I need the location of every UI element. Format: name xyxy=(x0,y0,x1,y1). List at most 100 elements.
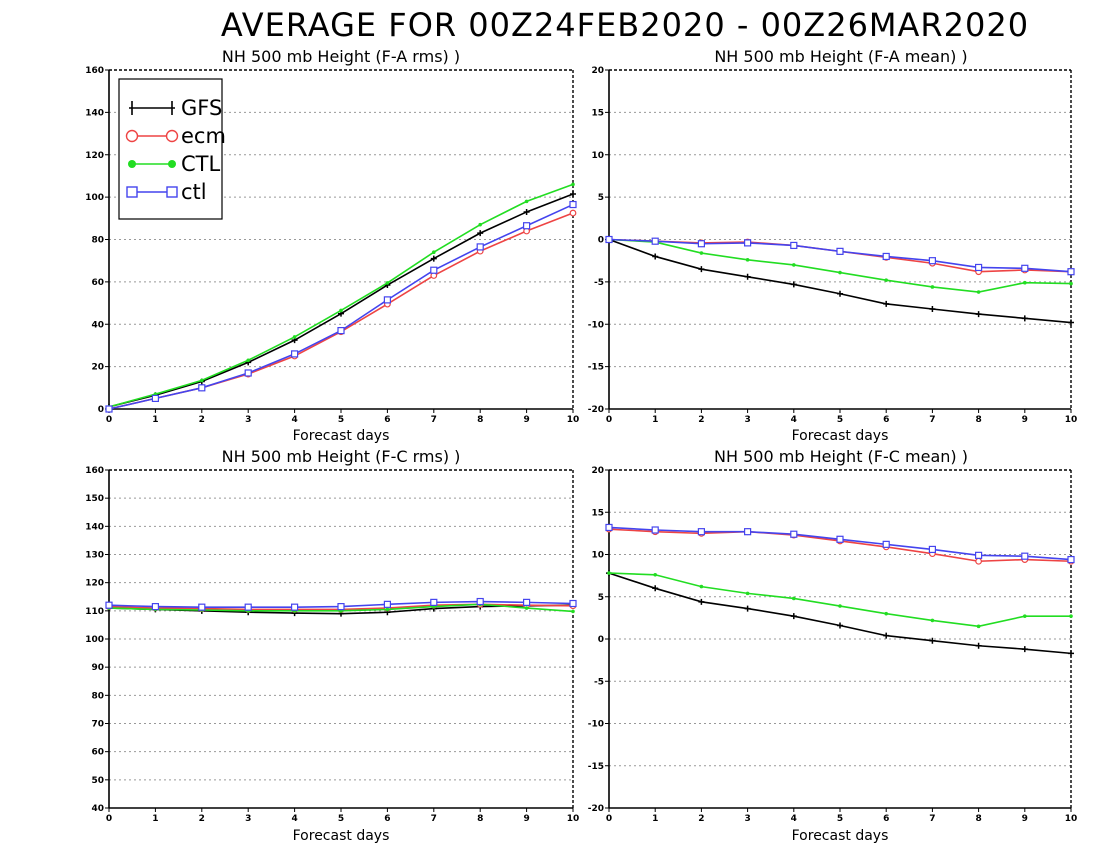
y-tick-label: 40 xyxy=(91,804,104,814)
x-tick-label: 3 xyxy=(245,415,251,425)
series-CTL xyxy=(607,237,1073,294)
data-point xyxy=(975,311,982,318)
x-tick-label: 2 xyxy=(698,415,704,425)
data-point xyxy=(928,545,937,554)
data-point xyxy=(198,603,206,611)
x-tick-label: 7 xyxy=(431,415,437,425)
x-tick-label: 1 xyxy=(152,415,158,425)
data-point xyxy=(1068,650,1074,657)
data-point xyxy=(1021,646,1028,653)
data-point xyxy=(244,369,252,377)
legend-marker xyxy=(128,160,136,168)
x-tick-label: 9 xyxy=(523,415,529,425)
y-tick-label: 40 xyxy=(91,320,104,330)
y-tick-label: 0 xyxy=(598,236,604,246)
data-point xyxy=(151,603,159,611)
data-point xyxy=(792,596,796,601)
data-point xyxy=(792,263,796,267)
y-tick-label: -20 xyxy=(588,405,604,415)
data-point xyxy=(699,584,704,589)
x-tick-label: 4 xyxy=(291,415,297,425)
legend-label: ecm xyxy=(181,124,226,148)
data-point xyxy=(246,358,250,363)
series-CTL xyxy=(107,182,575,409)
y-tick-label: -5 xyxy=(594,278,604,288)
y-tick-label: 150 xyxy=(85,494,104,504)
data-point xyxy=(151,394,159,403)
data-point xyxy=(976,624,981,629)
data-point xyxy=(929,637,936,644)
x-tick-label: 9 xyxy=(523,814,529,824)
y-tick-label: 10 xyxy=(591,151,604,161)
legend-label: ctl xyxy=(181,180,207,204)
y-tick-label: 80 xyxy=(91,236,104,246)
x-tick-label: 2 xyxy=(698,814,704,824)
data-point xyxy=(651,526,659,534)
data-point xyxy=(430,255,437,262)
data-point xyxy=(198,384,206,392)
data-point xyxy=(651,237,659,245)
data-point xyxy=(524,199,529,204)
data-point xyxy=(745,258,750,262)
data-point xyxy=(339,308,343,313)
x-tick-label: 0 xyxy=(106,415,112,425)
x-tick-label: 10 xyxy=(567,415,580,425)
x-tick-label: 10 xyxy=(1065,814,1078,824)
x-tick-label: 6 xyxy=(883,814,889,824)
y-tick-label: 20 xyxy=(591,66,604,76)
y-tick-label: 5 xyxy=(598,593,604,603)
data-point xyxy=(569,200,577,209)
legend: GFS ecm CTL ctl xyxy=(118,78,226,220)
x-tick-label: 1 xyxy=(152,814,158,824)
data-point xyxy=(743,239,752,247)
data-point xyxy=(524,606,529,610)
data-point xyxy=(383,296,391,304)
data-point xyxy=(605,523,613,532)
legend-marker xyxy=(168,160,176,168)
data-point xyxy=(882,540,890,548)
chart-panel-4: NH 500 mb Height (F-C mean) ) -20 -15 -10 -5… xyxy=(588,447,1078,844)
data-point xyxy=(385,281,390,285)
x-tick-label: 7 xyxy=(929,415,935,425)
data-point xyxy=(337,327,345,335)
x-tick-label: 0 xyxy=(106,814,112,824)
y-tick-label: 15 xyxy=(591,508,604,518)
legend-item-ctl: ctl xyxy=(126,180,207,204)
data-point xyxy=(745,591,750,596)
legend-marker xyxy=(165,129,179,143)
y-tick-label: -15 xyxy=(588,363,604,373)
y-tick-label: 140 xyxy=(85,108,104,118)
data-point xyxy=(1023,614,1027,618)
data-point xyxy=(476,243,484,251)
chart-panel-3: NH 500 mb Height (F-C rms) )405060708090… xyxy=(85,447,579,844)
series-line-CTL xyxy=(608,238,1072,293)
data-point xyxy=(1021,315,1028,322)
series-ctl xyxy=(105,200,577,413)
x-tick-label: 9 xyxy=(1022,814,1028,824)
x-tick-label: 6 xyxy=(384,415,390,425)
series-line-CTL xyxy=(608,572,1071,628)
chart-panels: NH 500 mb Height (F-A rms) )020406080100… xyxy=(85,47,1077,844)
x-tick-label: 2 xyxy=(199,814,205,824)
data-point xyxy=(522,222,531,230)
data-point xyxy=(976,290,981,294)
legend-label: GFS xyxy=(181,96,222,120)
series-ctl xyxy=(105,597,577,611)
data-point xyxy=(975,642,982,649)
data-point xyxy=(477,230,484,237)
data-point xyxy=(478,222,483,227)
data-point xyxy=(569,209,577,217)
data-point xyxy=(929,305,936,312)
data-point xyxy=(105,405,113,413)
x-tick-label: 1 xyxy=(652,814,658,824)
series-ctl xyxy=(605,235,1075,276)
y-tick-label: 15 xyxy=(591,108,604,118)
data-point xyxy=(1021,552,1029,560)
data-point xyxy=(571,609,575,614)
y-tick-label: 5 xyxy=(598,193,604,203)
data-point xyxy=(570,190,576,197)
y-tick-label: 110 xyxy=(85,607,104,617)
data-point xyxy=(699,251,704,255)
data-point xyxy=(522,598,531,606)
data-point xyxy=(698,598,705,605)
